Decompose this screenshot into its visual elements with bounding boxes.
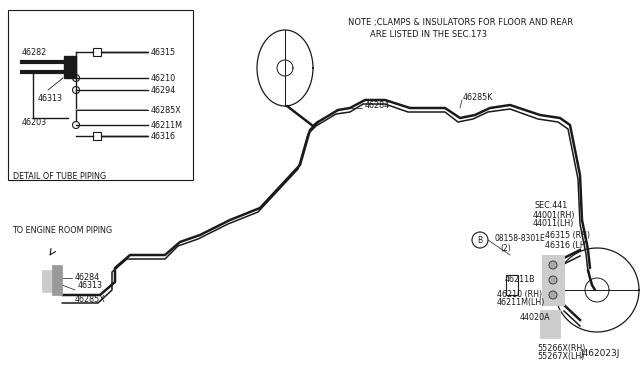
Text: 46285K: 46285K: [463, 93, 493, 102]
Bar: [52, 265, 62, 295]
Text: DETAIL OF TUBE PIPING: DETAIL OF TUBE PIPING: [13, 172, 106, 181]
Circle shape: [549, 291, 557, 299]
Text: J462023J: J462023J: [580, 349, 620, 358]
Text: (2): (2): [500, 244, 511, 253]
Text: 08158-8301E: 08158-8301E: [495, 234, 546, 243]
Text: 44001(RH): 44001(RH): [533, 211, 575, 219]
Bar: [8, 10, 193, 180]
Bar: [540, 310, 560, 338]
Text: 46285X: 46285X: [75, 295, 106, 305]
Text: 46284: 46284: [365, 100, 390, 109]
Text: 46315: 46315: [151, 48, 176, 57]
Bar: [542, 255, 564, 305]
Text: 46211B: 46211B: [505, 276, 536, 285]
Bar: [93, 48, 101, 56]
Text: SEC.441: SEC.441: [535, 201, 568, 209]
Bar: [42, 270, 60, 292]
Text: 46282: 46282: [22, 48, 47, 57]
Circle shape: [549, 261, 557, 269]
Text: 55267X(LH): 55267X(LH): [537, 353, 584, 362]
Text: 46316 (LH): 46316 (LH): [545, 241, 589, 250]
Text: TO ENGINE ROOM PIPING: TO ENGINE ROOM PIPING: [12, 225, 112, 234]
Circle shape: [549, 276, 557, 284]
Text: 46316: 46316: [151, 131, 176, 141]
Text: 46315 (RH): 46315 (RH): [545, 231, 590, 240]
Text: 55266X(RH): 55266X(RH): [537, 343, 586, 353]
Text: 46211M(LH): 46211M(LH): [497, 298, 545, 308]
Text: B: B: [477, 235, 483, 244]
Text: 46211M: 46211M: [151, 121, 183, 129]
Text: 46285X: 46285X: [151, 106, 182, 115]
Text: 46313: 46313: [78, 280, 103, 289]
Text: 46313: 46313: [38, 93, 63, 103]
Bar: [506, 275, 518, 295]
Bar: [93, 132, 101, 140]
Text: 46210: 46210: [151, 74, 176, 83]
Text: 46210 (RH): 46210 (RH): [497, 291, 542, 299]
Text: 44011(LH): 44011(LH): [533, 218, 574, 228]
Text: 46203: 46203: [22, 118, 47, 126]
Bar: [64, 56, 76, 78]
Text: ARE LISTED IN THE SEC.173: ARE LISTED IN THE SEC.173: [370, 30, 487, 39]
Text: 44020A: 44020A: [520, 314, 550, 323]
Text: 46284: 46284: [75, 273, 100, 282]
Text: 46294: 46294: [151, 86, 176, 94]
Text: NOTE ;CLAMPS & INSULATORS FOR FLOOR AND REAR: NOTE ;CLAMPS & INSULATORS FOR FLOOR AND …: [348, 18, 573, 27]
